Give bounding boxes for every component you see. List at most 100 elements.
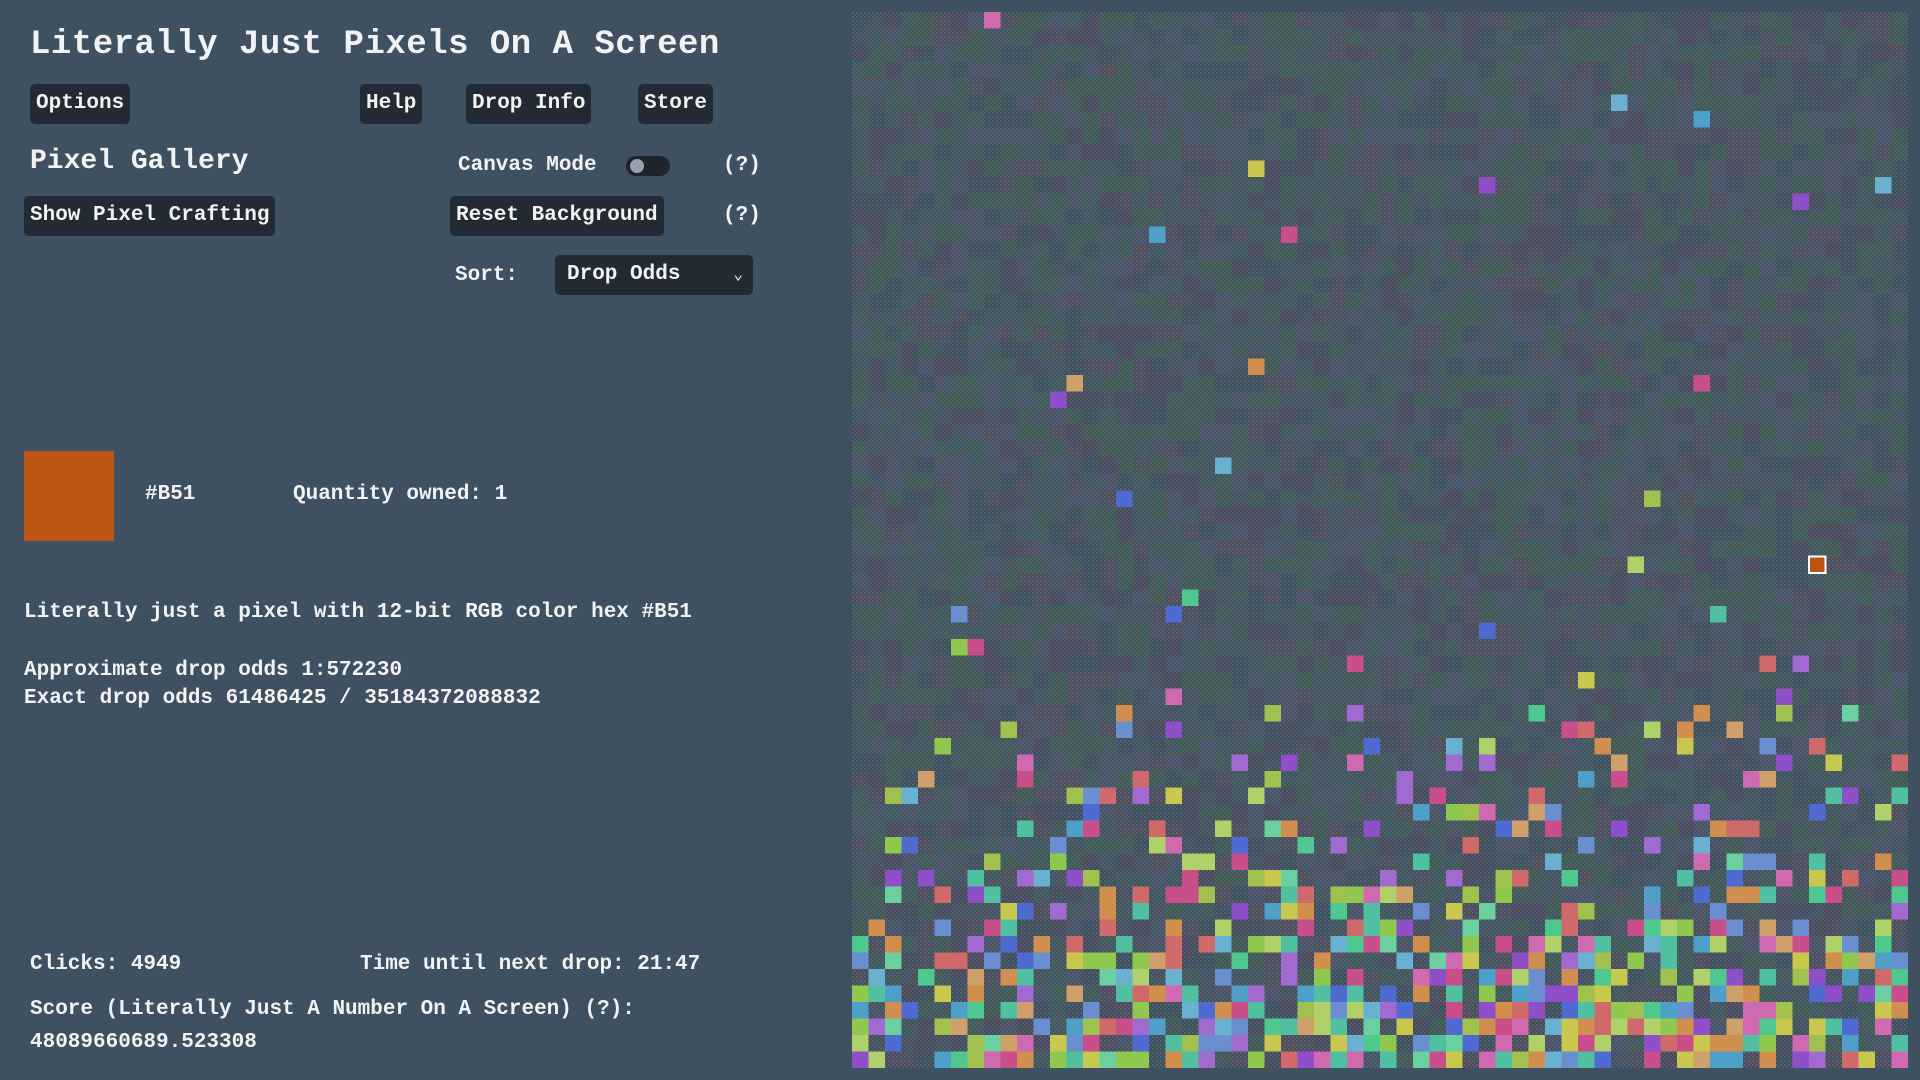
owned-pixel[interactable] bbox=[1330, 903, 1348, 920]
owned-pixel[interactable] bbox=[1083, 1051, 1100, 1069]
owned-pixel[interactable] bbox=[1182, 1051, 1199, 1069]
owned-pixel[interactable] bbox=[1330, 985, 1348, 1003]
owned-pixel[interactable] bbox=[1413, 936, 1430, 953]
owned-pixel[interactable] bbox=[1759, 969, 1777, 986]
owned-pixel[interactable] bbox=[1050, 853, 1067, 871]
owned-pixel[interactable] bbox=[1561, 870, 1579, 887]
owned-pixel[interactable] bbox=[1776, 1002, 1793, 1019]
owned-pixel[interactable] bbox=[1347, 655, 1364, 673]
owned-pixel[interactable] bbox=[918, 771, 935, 788]
owned-pixel[interactable] bbox=[1842, 1018, 1859, 1036]
owned-pixel[interactable] bbox=[1281, 969, 1298, 986]
owned-pixel[interactable] bbox=[1462, 837, 1480, 854]
owned-pixel[interactable] bbox=[1297, 985, 1315, 1003]
owned-pixel[interactable] bbox=[1083, 1018, 1100, 1036]
owned-pixel[interactable] bbox=[1825, 886, 1843, 904]
owned-pixel[interactable] bbox=[1281, 820, 1298, 838]
owned-pixel[interactable] bbox=[1000, 936, 1018, 953]
owned-pixel[interactable] bbox=[1446, 870, 1463, 887]
owned-pixel[interactable] bbox=[1776, 705, 1793, 722]
owned-pixel[interactable] bbox=[1594, 952, 1612, 970]
owned-pixel[interactable] bbox=[1231, 952, 1249, 970]
owned-pixel[interactable] bbox=[1512, 969, 1529, 986]
owned-pixel[interactable] bbox=[1429, 787, 1447, 805]
owned-pixel[interactable] bbox=[1611, 820, 1628, 838]
owned-pixel[interactable] bbox=[1099, 969, 1117, 986]
owned-pixel[interactable] bbox=[1495, 1035, 1513, 1052]
owned-pixel[interactable] bbox=[1413, 969, 1430, 986]
owned-pixel[interactable] bbox=[1528, 804, 1546, 821]
owned-pixel[interactable] bbox=[1132, 1018, 1150, 1036]
owned-pixel[interactable] bbox=[1578, 771, 1595, 788]
owned-pixel[interactable] bbox=[1842, 952, 1859, 970]
owned-pixel[interactable] bbox=[1066, 375, 1084, 392]
owned-pixel[interactable] bbox=[1198, 886, 1216, 904]
owned-pixel[interactable] bbox=[1578, 672, 1595, 689]
owned-pixel[interactable] bbox=[1512, 820, 1529, 838]
owned-pixel[interactable] bbox=[1792, 1035, 1810, 1052]
owned-pixel[interactable] bbox=[1314, 952, 1331, 970]
owned-pixel[interactable] bbox=[967, 639, 985, 656]
owned-pixel[interactable] bbox=[1396, 886, 1414, 904]
owned-pixel[interactable] bbox=[1891, 870, 1909, 887]
owned-pixel[interactable] bbox=[1710, 820, 1727, 838]
owned-pixel[interactable] bbox=[1792, 655, 1810, 673]
owned-pixel[interactable] bbox=[1182, 886, 1199, 904]
owned-pixel[interactable] bbox=[951, 1051, 968, 1069]
store-button[interactable]: Store bbox=[638, 84, 714, 124]
owned-pixel[interactable] bbox=[1099, 952, 1117, 970]
owned-pixel[interactable] bbox=[1759, 936, 1777, 953]
owned-pixel[interactable] bbox=[1198, 1051, 1216, 1069]
owned-pixel[interactable] bbox=[1495, 1018, 1513, 1036]
owned-pixel[interactable] bbox=[1050, 1051, 1067, 1069]
owned-pixel[interactable] bbox=[1743, 985, 1760, 1003]
owned-pixel[interactable] bbox=[1231, 903, 1249, 920]
owned-pixel[interactable] bbox=[1347, 1002, 1364, 1019]
owned-pixel[interactable] bbox=[1875, 952, 1892, 970]
owned-pixel[interactable] bbox=[1759, 853, 1777, 871]
owned-pixel[interactable] bbox=[1314, 1051, 1331, 1069]
owned-pixel[interactable] bbox=[1479, 969, 1496, 986]
owned-pixel[interactable] bbox=[1479, 754, 1496, 772]
owned-pixel[interactable] bbox=[1759, 655, 1777, 673]
owned-pixel[interactable] bbox=[1528, 1051, 1546, 1069]
owned-pixel[interactable] bbox=[1512, 952, 1529, 970]
owned-pixel[interactable] bbox=[1083, 820, 1100, 838]
owned-pixel[interactable] bbox=[1578, 985, 1595, 1003]
owned-pixel[interactable] bbox=[1611, 754, 1628, 772]
owned-pixel[interactable] bbox=[1495, 1051, 1513, 1069]
owned-pixel[interactable] bbox=[1446, 1051, 1463, 1069]
owned-pixel[interactable] bbox=[1462, 936, 1480, 953]
owned-pixel[interactable] bbox=[1281, 226, 1298, 244]
owned-pixel[interactable] bbox=[1182, 1002, 1199, 1019]
owned-pixel[interactable] bbox=[1726, 1018, 1744, 1036]
owned-pixel[interactable] bbox=[1380, 936, 1397, 953]
owned-pixel[interactable] bbox=[1875, 1018, 1892, 1036]
owned-pixel[interactable] bbox=[1380, 1035, 1397, 1052]
owned-pixel[interactable] bbox=[1545, 853, 1562, 871]
owned-pixel[interactable] bbox=[1017, 1002, 1034, 1019]
owned-pixel[interactable] bbox=[1528, 787, 1546, 805]
owned-pixel[interactable] bbox=[1809, 1018, 1826, 1036]
owned-pixel[interactable] bbox=[1759, 919, 1777, 937]
owned-pixel[interactable] bbox=[1297, 903, 1315, 920]
owned-pixel[interactable] bbox=[1099, 919, 1117, 937]
owned-pixel[interactable] bbox=[1116, 490, 1133, 508]
owned-pixel[interactable] bbox=[1050, 903, 1067, 920]
owned-pixel[interactable] bbox=[1875, 1002, 1892, 1019]
owned-pixel[interactable] bbox=[1066, 820, 1084, 838]
owned-pixel[interactable] bbox=[1528, 985, 1546, 1003]
owned-pixel[interactable] bbox=[1693, 111, 1711, 128]
owned-pixel[interactable] bbox=[1215, 936, 1232, 953]
owned-pixel[interactable] bbox=[1347, 1035, 1364, 1052]
owned-pixel[interactable] bbox=[1330, 1051, 1348, 1069]
owned-pixel[interactable] bbox=[1132, 952, 1150, 970]
owned-pixel[interactable] bbox=[1677, 985, 1694, 1003]
owned-pixel[interactable] bbox=[934, 985, 952, 1003]
owned-pixel[interactable] bbox=[1264, 771, 1282, 788]
owned-pixel[interactable] bbox=[1215, 919, 1232, 937]
owned-pixel[interactable] bbox=[1380, 985, 1397, 1003]
owned-pixel[interactable] bbox=[1561, 1051, 1579, 1069]
owned-pixel[interactable] bbox=[1182, 853, 1199, 871]
owned-pixel[interactable] bbox=[901, 837, 919, 854]
